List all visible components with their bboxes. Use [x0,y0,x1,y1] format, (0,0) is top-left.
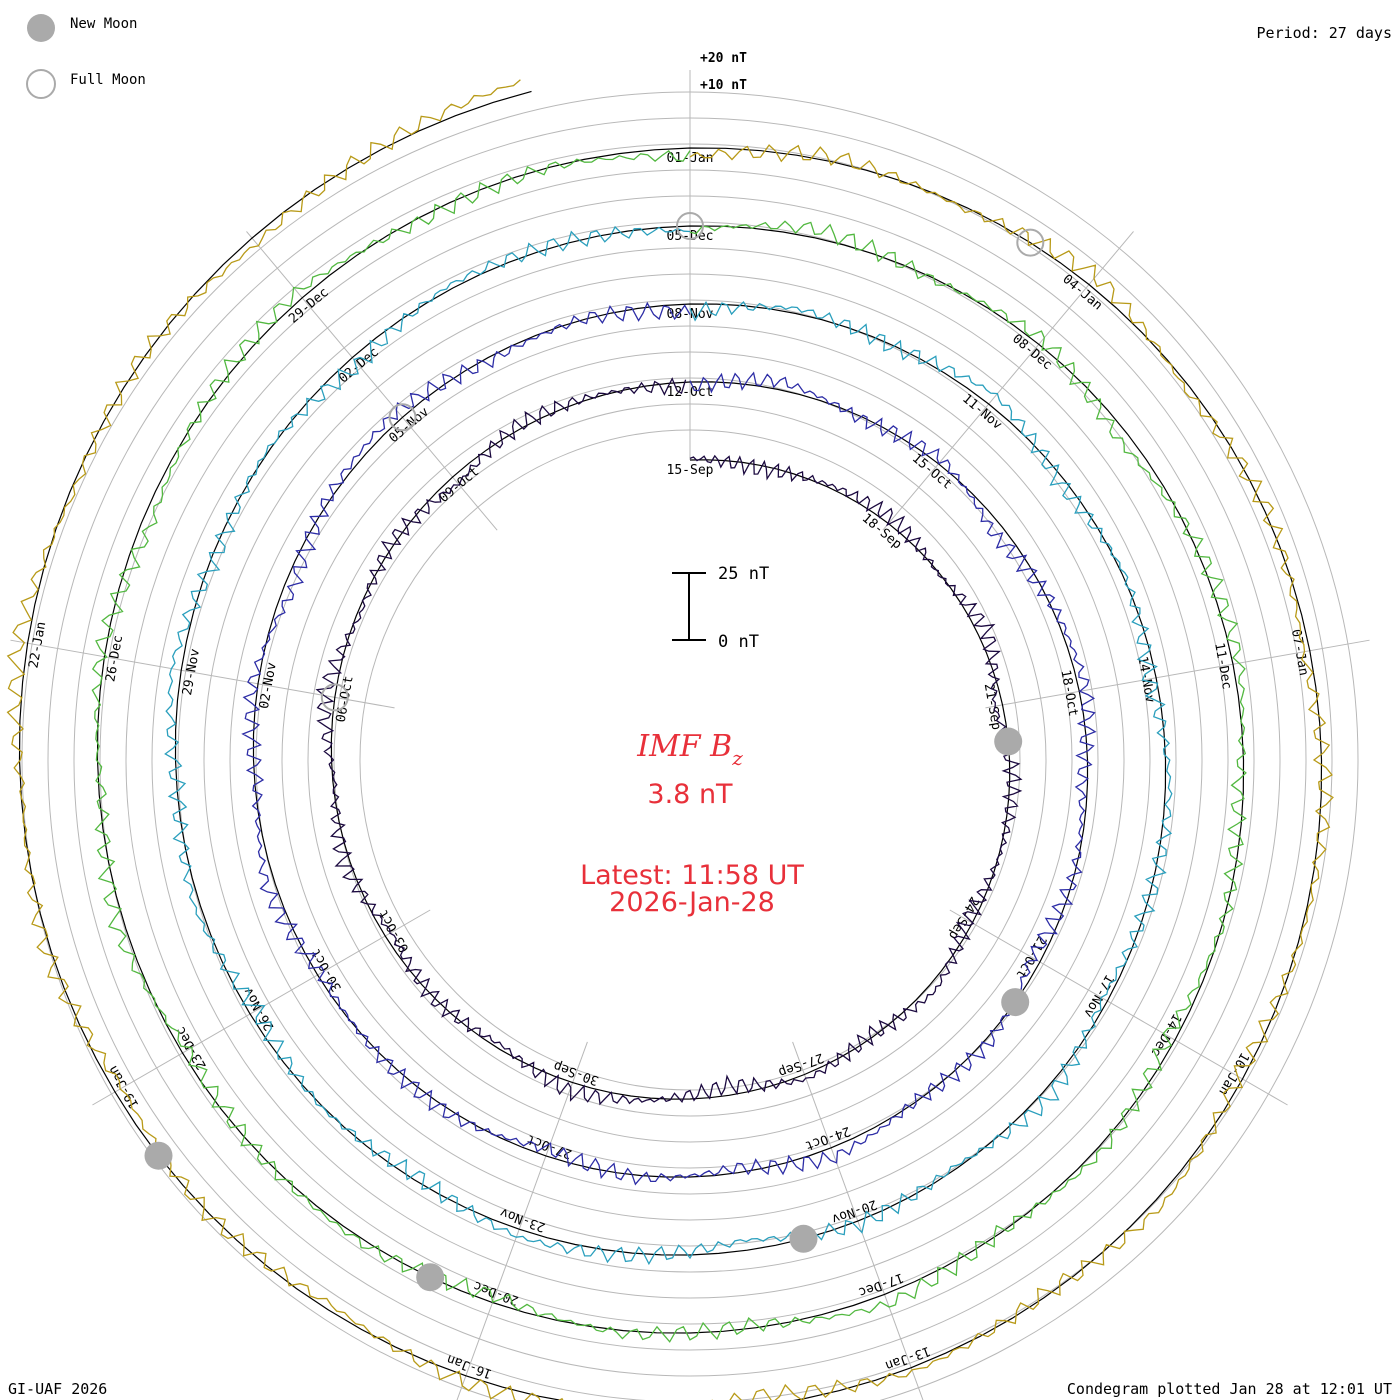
series-line-rotation-1 [315,377,1023,1106]
new-moon-marker [789,1224,818,1253]
scale-bar-bottom-label: 0 nT [718,632,759,652]
full-moon-marker [676,212,704,240]
date-tick-label: 12-Oct [667,385,714,400]
date-tick-label: 01-Jan [667,151,714,166]
series-line-rotation-4 [91,150,1247,1343]
grid-spoke [882,231,1134,531]
current-value: 3.8 nT [647,779,733,810]
date-tick-label: 27-Sep [776,1050,825,1080]
new-moon-marker [1001,988,1030,1017]
grid-spoke [10,639,395,709]
ref-label-20: +20 nT [700,51,747,66]
grid-spoke [985,639,1370,709]
date-tick-label: 22-Jan [26,621,49,670]
full-moon-legend-label: Full Moon [70,72,146,88]
full-moon-marker [320,683,349,712]
parameter-title-main: IMF B [636,729,732,764]
full-moon-legend-icon [26,69,56,99]
date-tick-label: 11-Dec [1211,642,1234,691]
new-moon-legend-icon [27,14,55,42]
moon-markers [144,212,1045,1292]
grid-spoke [949,909,1288,1106]
latest-date: 2026-Jan-28 [609,887,775,918]
new-moon-legend-label: New Moon [70,16,137,32]
grid-spoke [792,1041,924,1400]
scale-bar-top-label: 25 nT [718,564,769,584]
grid-spoke [92,909,431,1106]
bz-series [6,79,1334,1400]
parameter-title-subscript: z [731,746,743,770]
ref-label-10: +10 nT [700,78,747,93]
scale-bar: 25 nT 0 nT [672,564,769,652]
series-line-rotation-2 [241,301,1097,1186]
date-tick-label: 18-Oct [1057,669,1080,718]
new-moon-marker [416,1263,445,1292]
full-moon-marker [388,403,417,432]
series-line-rotation-3 [164,225,1173,1266]
period-label: Period: 27 days [1257,24,1392,42]
new-moon-marker [144,1141,173,1170]
footer-plotted-time: Condegram plotted Jan 28 at 12:01 UT [1067,1380,1392,1398]
full-moon-marker [1016,228,1045,257]
spiral-grid [10,70,1370,1400]
latest-time: Latest: 11:58 UT [580,860,804,891]
grid-spoke [246,231,498,531]
series-line-rotation-5 [6,79,1334,1400]
footer-credit: GI-UAF 2026 [8,1380,107,1398]
date-tick-label: 15-Sep [667,463,714,478]
parameter-title: IMF Bz [636,729,743,770]
grid-spoke [456,1041,588,1400]
new-moon-marker [994,727,1023,756]
